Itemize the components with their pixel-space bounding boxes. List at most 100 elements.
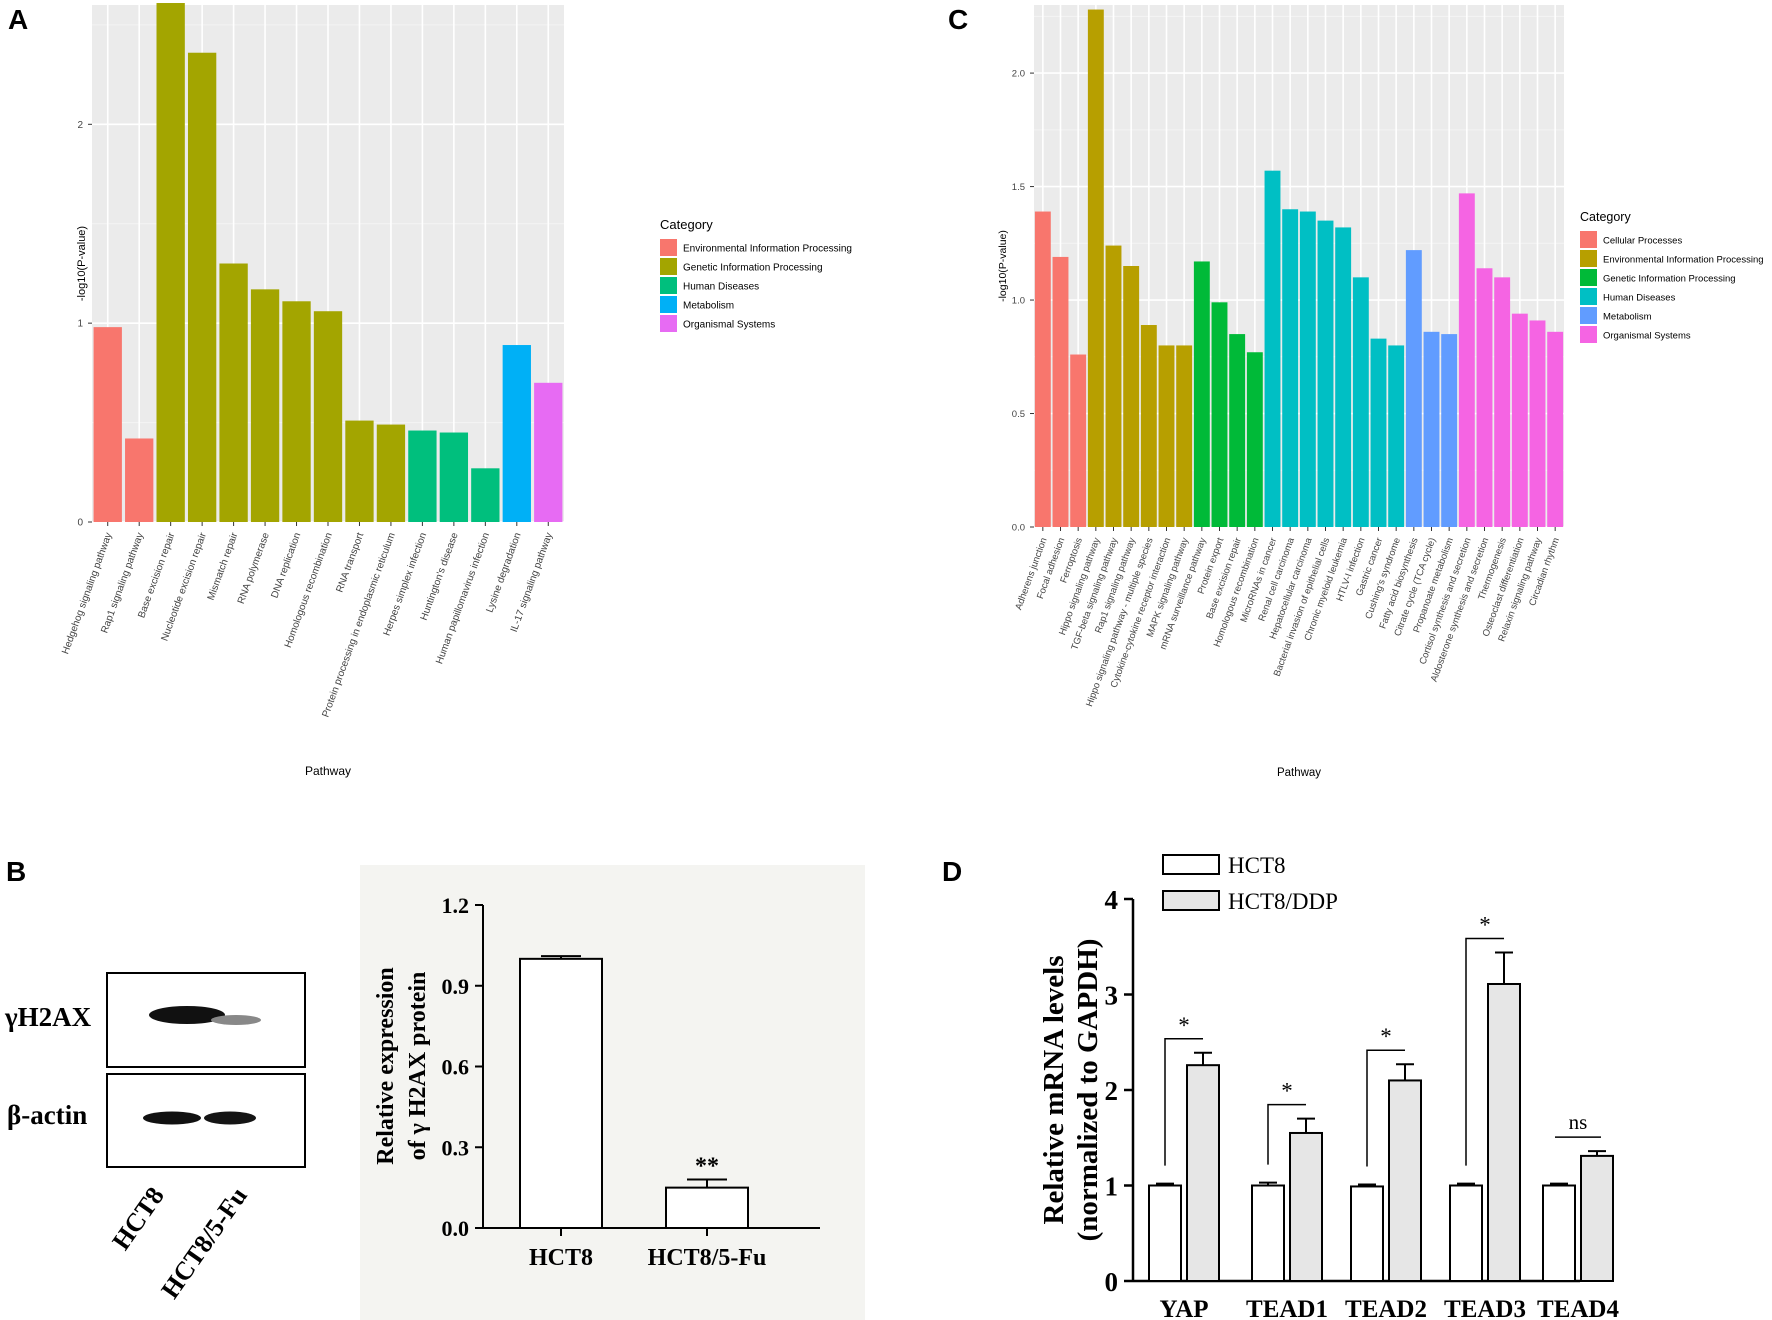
legend-swatch bbox=[660, 239, 677, 256]
x-tick-label: TEAD1 bbox=[1246, 1296, 1328, 1320]
bar bbox=[439, 432, 469, 522]
bar bbox=[1511, 313, 1528, 527]
y-axis-title: -log10(P-value) bbox=[76, 226, 88, 301]
y-tick-label: 0.5 bbox=[1012, 409, 1025, 420]
y-tick-label: 0.3 bbox=[442, 1135, 470, 1160]
bar bbox=[376, 424, 406, 522]
x-tick-label: TEAD4 bbox=[1537, 1296, 1619, 1320]
bar bbox=[1352, 277, 1369, 527]
bar bbox=[156, 3, 185, 523]
bar bbox=[519, 957, 603, 1229]
legend-swatch bbox=[660, 277, 677, 294]
panel-b-chart: γH2AX β-actin HCT8 HCT8/5-Fu 0.0 0.3 0.6 0.9 1.2… bbox=[4, 865, 865, 1320]
bar bbox=[1186, 1064, 1220, 1283]
legend-label: HCT8 bbox=[1228, 853, 1286, 878]
significance-bracket bbox=[1366, 1049, 1405, 1167]
chart-b-background bbox=[360, 865, 865, 1320]
bar bbox=[1034, 211, 1051, 527]
bar bbox=[408, 430, 437, 522]
bar bbox=[1070, 354, 1087, 527]
bar bbox=[1388, 345, 1405, 527]
y-tick-label: 3 bbox=[1105, 981, 1119, 1011]
legend-label: Environmental Information Processing bbox=[683, 244, 852, 255]
bar bbox=[1158, 345, 1175, 527]
bar bbox=[1229, 334, 1246, 527]
x-tick-label: YAP bbox=[1159, 1296, 1208, 1320]
bar bbox=[471, 468, 500, 522]
y-axis-title: -log10(P-value) bbox=[997, 230, 1009, 302]
significance-bracket bbox=[1164, 1038, 1203, 1166]
bar bbox=[1289, 1131, 1323, 1282]
y-tick-label: 1 bbox=[77, 319, 83, 330]
legend-swatch bbox=[1580, 288, 1597, 305]
y-tick-label: 2 bbox=[77, 120, 83, 131]
legend-label: HCT8/DDP bbox=[1228, 889, 1338, 914]
legend-label: Organismal Systems bbox=[1603, 331, 1691, 342]
legend-swatch bbox=[660, 258, 677, 275]
bar bbox=[345, 420, 374, 522]
y-tick-label: 0 bbox=[1105, 1267, 1119, 1297]
bar bbox=[1441, 334, 1458, 527]
blot-band-actin-hct8 bbox=[143, 1111, 201, 1125]
legend-label: Human Diseases bbox=[683, 282, 759, 293]
bar bbox=[1388, 1079, 1422, 1282]
bar bbox=[1494, 277, 1511, 527]
panel-label-c: C bbox=[948, 4, 969, 35]
y-tick-label: 1.2 bbox=[442, 893, 470, 918]
legend-label: Human Diseases bbox=[1603, 293, 1676, 304]
blot-row-label: β-actin bbox=[7, 1100, 87, 1130]
panel-label-d: D bbox=[942, 856, 963, 887]
bar bbox=[1335, 227, 1352, 527]
y-tick-label: 1 bbox=[1105, 1172, 1119, 1202]
legend-swatch bbox=[1162, 890, 1220, 911]
chart-b-svg: γH2AX β-actin HCT8 HCT8/5-Fu 0.0 0.3 0.6 0.9 1.2… bbox=[4, 865, 865, 1320]
legend-label: Metabolism bbox=[1603, 312, 1652, 323]
bar bbox=[665, 1186, 749, 1229]
y-tick-label: 1.0 bbox=[1012, 296, 1025, 307]
y-tick-label: 2 bbox=[1105, 1076, 1119, 1106]
legend-label: Genetic Information Processing bbox=[683, 263, 823, 274]
bar bbox=[1264, 170, 1281, 527]
significance-label: ns bbox=[1569, 1110, 1588, 1134]
plot-background bbox=[1034, 5, 1564, 527]
y-tick-label: 0.9 bbox=[442, 974, 470, 999]
bar bbox=[1423, 331, 1440, 527]
panel-label-a: A bbox=[8, 4, 29, 35]
significance-label: * bbox=[1479, 912, 1491, 937]
bar bbox=[1529, 320, 1546, 527]
y-tick-label: 2.0 bbox=[1012, 69, 1025, 80]
significance-label: * bbox=[1380, 1024, 1392, 1049]
bar bbox=[1148, 1184, 1182, 1282]
bar bbox=[1176, 345, 1193, 527]
bar bbox=[502, 345, 531, 522]
bar bbox=[1246, 352, 1263, 527]
bar bbox=[1052, 256, 1069, 527]
bar bbox=[1547, 331, 1564, 527]
significance-label: * bbox=[1178, 1013, 1190, 1038]
legend-label: Environmental Information Processing bbox=[1603, 255, 1764, 266]
y-tick-label: 0 bbox=[77, 518, 83, 529]
legend-swatch bbox=[1580, 307, 1597, 324]
legend-label: Metabolism bbox=[683, 301, 734, 312]
panel-c-chart: 0.0 0.5 1.0 1.5 2.0 Adherens junction Focal ad… bbox=[997, 5, 1764, 779]
legend-swatch bbox=[660, 315, 677, 332]
legend-swatch bbox=[1162, 854, 1220, 875]
bar bbox=[1370, 338, 1387, 527]
x-tick-label: TEAD3 bbox=[1444, 1296, 1526, 1320]
significance-label: * bbox=[1281, 1079, 1293, 1104]
bar bbox=[250, 289, 280, 522]
legend-swatch bbox=[1580, 269, 1597, 286]
bar bbox=[1476, 268, 1493, 527]
bar bbox=[534, 382, 563, 522]
bar bbox=[1405, 250, 1422, 527]
panel-a-chart: 0 1 2 Hedgehog signaling pathway Rap1 signal… bbox=[0, 0, 900, 800]
x-tick-label: TEAD2 bbox=[1345, 1296, 1427, 1320]
y-tick-label: 4 bbox=[1105, 885, 1119, 915]
bar bbox=[313, 311, 343, 522]
legend-title: Category bbox=[660, 217, 713, 232]
y-tick-label: 1.5 bbox=[1012, 182, 1025, 193]
legend-swatch bbox=[1580, 326, 1597, 343]
